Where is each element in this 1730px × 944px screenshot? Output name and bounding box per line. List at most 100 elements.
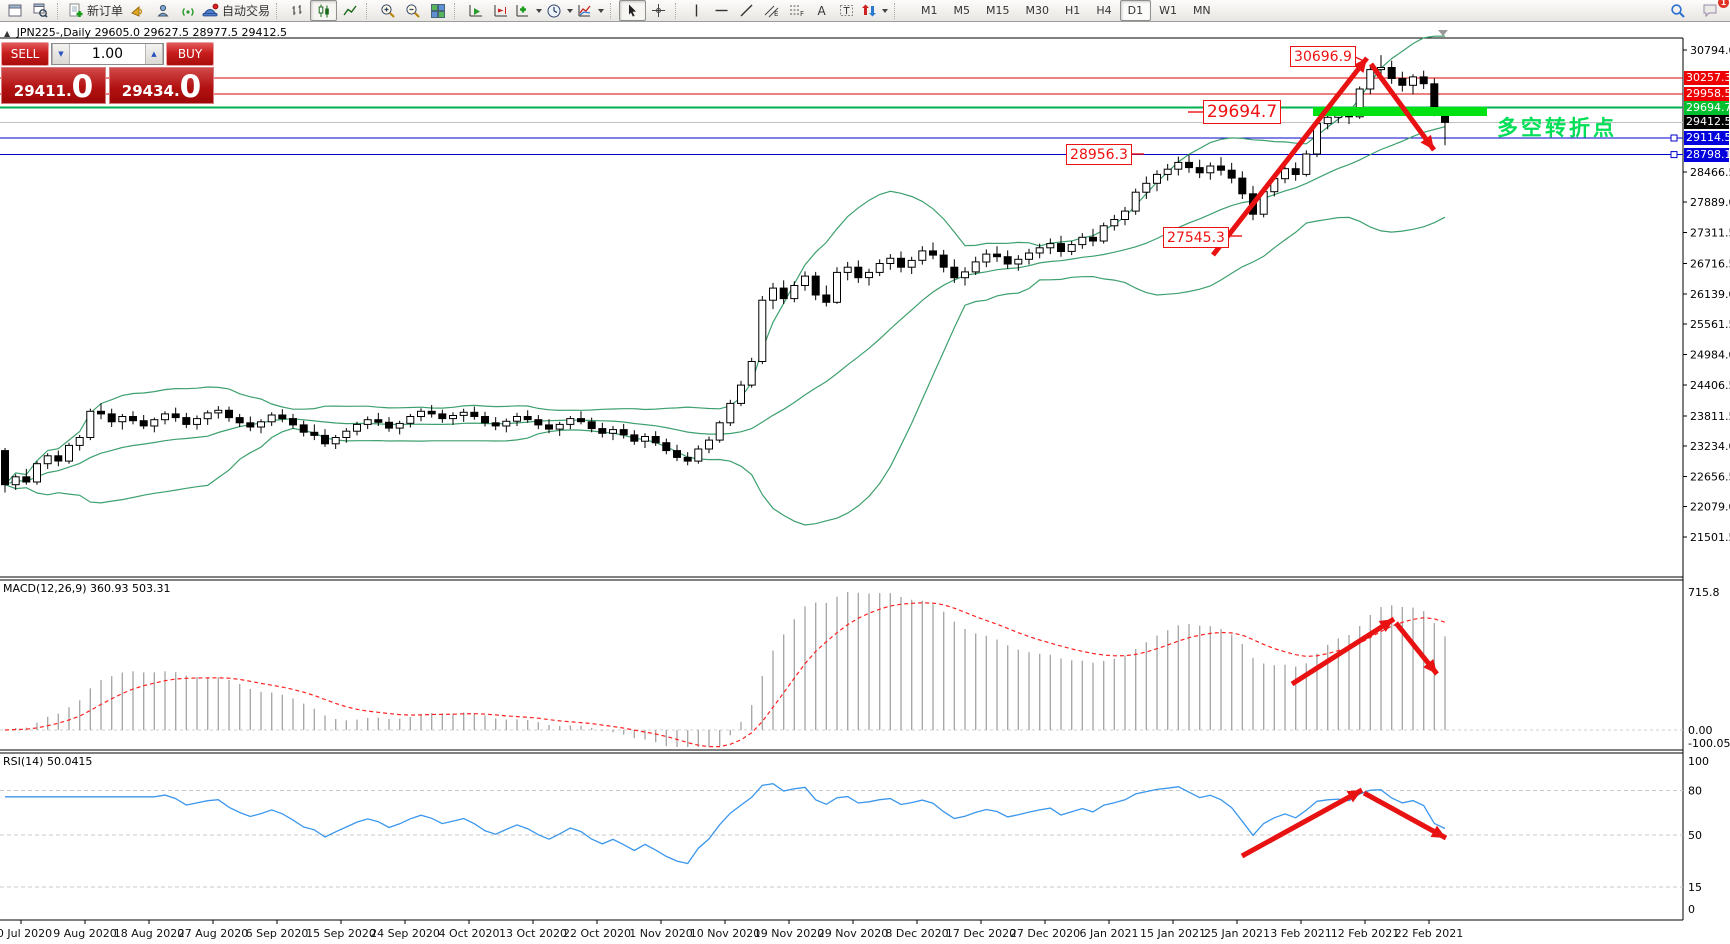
signals-icon[interactable] [175,1,200,20]
chart-shift-marker[interactable] [1438,30,1448,36]
chart-title: ▲ JPN225-,Daily 29605.0 29627.5 28977.5 … [4,26,287,39]
zoom-in-icon[interactable] [375,1,400,20]
text-tool[interactable]: A [809,1,834,20]
timeframe-M30[interactable]: M30 [1025,4,1050,17]
timeframe-M15[interactable]: M15 [986,4,1010,17]
autotrading-button[interactable]: 自动交易 [200,1,272,20]
turning-point-band[interactable] [1313,107,1487,116]
toolbar-separator [366,2,371,19]
price-annotation-box[interactable]: 30696.9 [1290,46,1356,67]
candle-body [107,413,116,423]
buy-price[interactable]: 29434. 0 [109,67,214,104]
line-drag-handle[interactable] [1670,151,1678,159]
periods-clock-button[interactable] [544,1,575,20]
chart-shift-icon[interactable] [488,1,513,20]
price-annotation-box[interactable]: 27545.3 [1163,227,1229,248]
price-tick-label: 22656.5 [1690,471,1730,484]
trend-arrow[interactable] [1362,790,1448,841]
candle-body [427,410,436,415]
candle-body [598,428,607,434]
candle-body [1121,210,1129,221]
search-icon[interactable] [1665,1,1690,20]
chart-profile-icon[interactable] [28,1,53,20]
line-chart-icon[interactable] [337,1,362,20]
candle-body [129,416,137,422]
chart-canvas[interactable]: 30794.0 28466.5 27889.0 27311.5 26716.5 26139… [0,23,1730,944]
templates-button[interactable] [575,1,606,20]
tile-windows-icon[interactable] [425,1,450,20]
price-tick-label: 21501.5 [1690,531,1730,544]
candle-body [950,266,959,279]
price-tick-label: 23234.0 [1690,440,1730,453]
candle-body [609,429,617,434]
cursor-tool[interactable] [619,0,647,21]
rsi-axis-label: 80 [1688,785,1702,798]
candlestick-chart-icon[interactable] [310,0,338,21]
trend-arrow[interactable] [1368,62,1437,152]
indicators-button[interactable] [513,1,544,20]
bar-chart-icon[interactable] [285,1,310,20]
one-click-toggle-icon[interactable]: ▲ [4,29,11,38]
candle-body [374,419,383,423]
timeframe-MN[interactable]: MN [1192,4,1211,17]
candle-body [1323,116,1332,125]
market-watch-person-icon[interactable] [150,1,175,20]
timeframe-D1[interactable]: D1 [1119,0,1152,21]
candle-body [491,422,500,427]
autotrading-label: 自动交易 [222,4,271,18]
candle-body [417,410,425,417]
text-label-tool[interactable]: T [834,1,859,20]
candle-body [1,450,9,486]
price-annotation-box[interactable]: 29694.7 [1203,100,1281,124]
trend-arrow-head [1420,134,1434,150]
line-drag-handle[interactable] [1670,134,1678,142]
trend-arrow[interactable] [1211,56,1369,257]
fibonacci-tool[interactable]: F [784,1,809,20]
sell-price[interactable]: 29411. 0 [1,67,106,104]
candle-body [641,436,649,442]
sell-button[interactable]: SELL [1,42,49,66]
toolbar-separator [276,2,281,19]
candle-body [1281,168,1289,180]
trendline-tool[interactable] [734,1,759,20]
candle-body [534,419,543,426]
turning-point-note[interactable]: 多空转折点 [1497,116,1617,140]
candle-body [1078,236,1087,246]
new-order-button[interactable]: 新订单 [66,1,125,20]
candle-body [1206,165,1215,174]
price-tick-label: 30794.0 [1690,44,1730,57]
volume-increase-button[interactable]: ▲ [145,44,163,64]
trend-arrow-head [1423,659,1437,674]
toolbar: 新订单 自动交易 E F A T M1 M5 M15 M30 H1 H4 D1 W1 MN 1 [0,0,1730,22]
trend-arrow[interactable] [1290,616,1396,687]
equidistant-channel-tool[interactable]: E [759,1,784,20]
volume-value[interactable]: 1.00 [91,46,124,62]
candle-body [705,439,713,450]
timeframe-H1[interactable]: H1 [1065,4,1081,17]
crosshair-tool[interactable] [646,1,671,20]
timeframe-W1[interactable]: W1 [1159,4,1177,17]
price-tick-label: 26139.0 [1690,288,1730,301]
price-tick-label: 27889.0 [1690,196,1730,209]
trend-arrow[interactable] [1240,787,1364,859]
timeframe-H4[interactable]: H4 [1096,4,1112,17]
charts-window-icon[interactable] [3,1,28,20]
notification-badge: 1 [1718,0,1729,8]
timeframe-M1[interactable]: M1 [921,4,938,17]
vertical-line-tool[interactable] [684,1,709,20]
volume-decrease-button[interactable]: ▼ [52,44,70,64]
candle-body [225,409,233,419]
buy-button[interactable]: BUY [166,42,214,66]
zoom-out-icon[interactable] [400,1,425,20]
alerts-horn-icon[interactable] [125,1,150,20]
arrows-tool[interactable] [859,1,890,20]
horizontal-line-tool[interactable] [709,1,734,20]
candle-body [1174,161,1183,170]
chat-icon[interactable]: 1 [1698,0,1729,20]
candle-body [1398,78,1407,86]
timeframe-M5[interactable]: M5 [953,4,971,17]
candle-body [1217,165,1225,171]
price-annotation-box[interactable]: 28956.3 [1066,144,1132,165]
auto-scroll-icon[interactable] [463,1,488,20]
candle-body [1142,182,1151,193]
